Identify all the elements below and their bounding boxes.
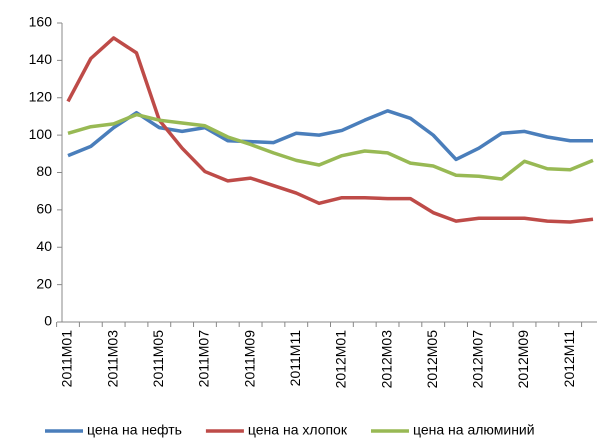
x-tick-label: 2012M03: [378, 330, 394, 389]
legend-label: цена на алюминий: [413, 422, 535, 438]
legend-label: цена на хлопок: [248, 422, 348, 438]
x-tick-label: 2012M01: [333, 330, 349, 389]
y-tick-label: 120: [29, 88, 53, 104]
series-line: [66, 36, 594, 224]
series-line: [67, 112, 594, 181]
y-tick-label: 140: [29, 51, 53, 67]
x-tick-label: 2012M09: [515, 330, 531, 389]
y-tick-label: 20: [36, 275, 52, 291]
legend-label: цена на нефть: [87, 422, 182, 438]
y-tick-label: 60: [36, 201, 52, 217]
series-line: [67, 109, 593, 162]
x-tick-label: 2011M09: [241, 330, 257, 388]
x-tick-label: 2011M11: [287, 330, 303, 387]
x-tick-label: 2012M11: [561, 330, 577, 388]
x-tick-label: 2011M01: [59, 330, 75, 388]
x-tick-label: 2011M07: [196, 330, 212, 388]
y-tick-label: 0: [44, 313, 52, 329]
y-tick-label: 80: [36, 163, 52, 179]
x-tick-label: 2012M05: [424, 330, 440, 389]
y-tick-label: 160: [29, 14, 53, 30]
x-tick-label: 2011M03: [104, 330, 120, 388]
x-tick-label: 2012M07: [470, 330, 486, 389]
x-tick-label: 2011M05: [150, 330, 166, 388]
y-tick-label: 40: [36, 238, 52, 254]
y-tick-label: 100: [29, 126, 53, 142]
